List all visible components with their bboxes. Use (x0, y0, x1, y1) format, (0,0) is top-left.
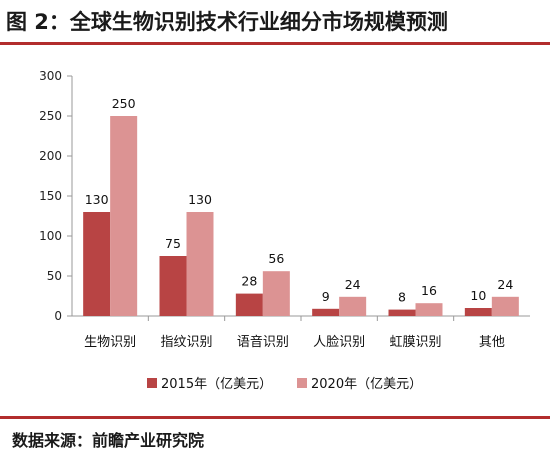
bar-value-label: 56 (268, 251, 284, 266)
title-divider (0, 42, 550, 45)
legend: 2015年（亿美元） 2020年（亿美元） (147, 377, 422, 392)
bar-value-label: 24 (345, 277, 361, 292)
x-category-label: 人脸识别 (313, 335, 365, 350)
bar-2020 (262, 271, 290, 316)
bar-value-label: 75 (165, 236, 181, 251)
legend-swatch (297, 378, 307, 388)
x-category-label: 虹膜识别 (389, 335, 441, 350)
y-tick-label: 100 (39, 229, 62, 243)
y-tick-label: 300 (39, 69, 62, 83)
bar-value-label: 10 (470, 288, 486, 303)
bar-2020 (110, 116, 138, 316)
x-axis: 生物识别 指纹识别 语音识别 人脸识别 虹膜识别 其他 (72, 315, 530, 350)
y-tick-label: 50 (47, 269, 62, 283)
bar-value-label: 130 (85, 192, 109, 207)
x-category-label: 生物识别 (84, 335, 136, 350)
legend-label: 2015年（亿美元） (161, 377, 272, 392)
bar-2020 (186, 212, 214, 316)
bar-2020 (339, 296, 367, 316)
legend-swatch (147, 378, 157, 388)
y-tick-label: 150 (39, 189, 62, 203)
bar-2015 (83, 212, 111, 316)
bars-layer: 130 250 75 130 28 56 9 24 8 16 10 24 (83, 96, 519, 316)
y-tick-label: 200 (39, 149, 62, 163)
bar-value-label: 28 (241, 274, 257, 289)
bar-value-label: 250 (112, 96, 136, 111)
legend-label: 2020年（亿美元） (311, 377, 422, 392)
y-axis: 0 50 100 150 200 250 300 (39, 69, 73, 323)
x-category-label: 语音识别 (237, 334, 289, 350)
bar-2020 (415, 303, 443, 316)
x-category-label: 其他 (479, 335, 505, 350)
bar-value-label: 130 (188, 192, 212, 207)
page-title: 图 2：全球生物识别技术行业细分市场规模预测 (6, 10, 448, 34)
bar-2015 (388, 309, 416, 316)
source-note: 数据来源：前瞻产业研究院 (12, 431, 205, 450)
x-category-label: 指纹识别 (160, 335, 212, 350)
bar-2020 (491, 296, 519, 316)
bar-value-label: 16 (421, 283, 437, 298)
y-tick-label: 0 (54, 309, 62, 323)
bar-2015 (159, 256, 187, 316)
bar-value-label: 8 (398, 290, 406, 305)
bar-2015 (235, 293, 263, 316)
bar-2015 (464, 308, 492, 316)
y-tick-label: 250 (39, 109, 62, 123)
bar-value-label: 24 (497, 277, 513, 292)
bar-value-label: 9 (322, 289, 330, 304)
footer-divider (0, 416, 550, 419)
bar-2015 (312, 308, 340, 316)
